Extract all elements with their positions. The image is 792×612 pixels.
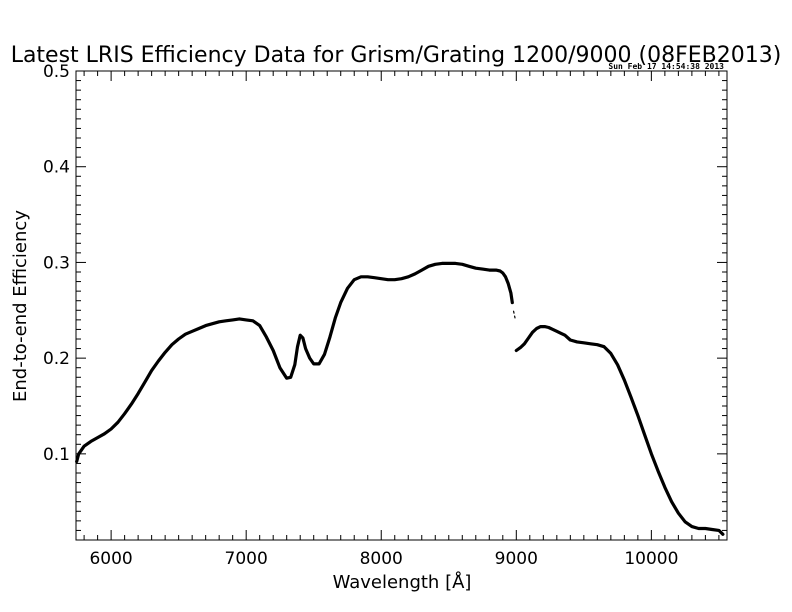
plot-frame [75,70,728,541]
efficiency-line-segment-3 [514,325,725,536]
y-tick-label: 0.2 [43,349,70,369]
efficiency-line-segment-2 [513,310,516,319]
y-tick-label: 0.3 [43,253,70,273]
y-axis-tick-labels: 0.1 0.2 0.3 0.4 0.5 [43,62,70,465]
x-tick-label: 7000 [225,549,268,569]
efficiency-series [75,261,725,536]
x-axis-tick-labels: 6000 7000 8000 9000 10000 [89,549,678,569]
y-axis-ticks [76,70,727,541]
timestamp-label: Sun Feb 17 14:54:38 2013 [608,62,724,71]
x-tick-label: 8000 [360,549,403,569]
x-tick-label: 6000 [89,549,132,569]
y-tick-label: 0.5 [43,62,70,82]
y-tick-label: 0.4 [43,158,70,178]
chart-title: Latest LRIS Efficiency Data for Grism/Gr… [11,43,782,68]
x-axis-label: Wavelength [Å] [333,571,472,593]
x-tick-label: 10000 [624,549,678,569]
efficiency-line-segment-1 [75,261,514,464]
y-tick-label: 0.1 [43,445,70,465]
x-tick-label: 9000 [495,549,538,569]
y-axis-label: End-to-end Efficiency [10,210,31,402]
x-axis-ticks [83,71,720,540]
